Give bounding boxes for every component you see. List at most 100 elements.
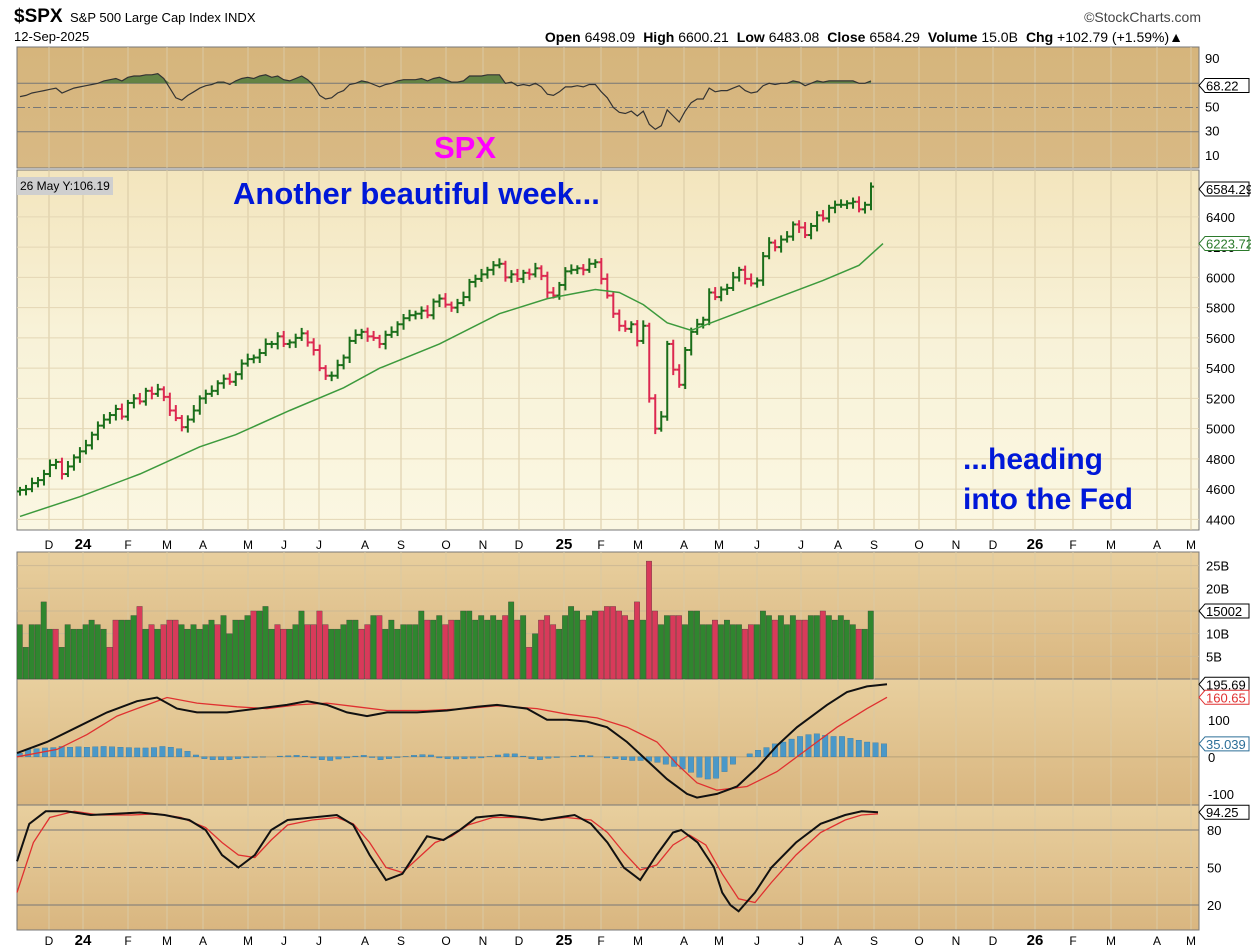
x-tick-label: S: [397, 538, 405, 552]
volume-bar: [70, 628, 77, 680]
brand-label: ©StockCharts.com: [1084, 9, 1201, 25]
macd-histogram-bar: [83, 747, 90, 757]
volume-bar: [472, 619, 479, 680]
macd-tick-label: 100: [1208, 713, 1230, 728]
annotation-side-line1: ...heading: [963, 443, 1104, 476]
macd-histogram-bar: [755, 750, 761, 757]
volume-bar: [316, 610, 323, 680]
macd-histogram-bar: [117, 747, 124, 757]
volume-bar: [214, 624, 221, 680]
macd-histogram-bar: [360, 755, 367, 757]
price-panel: [16, 169, 1200, 531]
macd-histogram-bar: [218, 756, 225, 760]
x-tick-label: N: [479, 538, 488, 552]
volume-tick-label: 10B: [1206, 627, 1229, 642]
x-tick-label: D: [989, 538, 998, 552]
volume-bar: [460, 610, 467, 680]
volume-bar: [448, 619, 455, 680]
x-tick-label: F: [597, 934, 604, 948]
rsi-overbought-fill: [20, 73, 872, 84]
volume-bar: [412, 624, 419, 680]
macd-histogram-bar: [620, 756, 627, 760]
macd-histogram-bar: [285, 755, 292, 757]
volume-bar: [148, 624, 155, 680]
volume-tick-label: 25B: [1206, 559, 1229, 574]
macd-histogram-bar: [151, 747, 157, 757]
x-tick-label: M: [1106, 538, 1116, 552]
volume-bar: [580, 619, 586, 680]
volume-bar: [484, 619, 491, 680]
x-tick-label: A: [1153, 538, 1161, 552]
volume-bar: [700, 624, 706, 680]
x-tick-label: O: [914, 538, 923, 552]
x-tick-label: M: [714, 934, 724, 948]
x-tick-label: D: [45, 538, 54, 552]
volume-bar: [40, 601, 47, 680]
macd-histogram-bar: [637, 756, 644, 761]
price-last-label: 6584.29: [1206, 182, 1251, 197]
macd-histogram-bar: [201, 756, 208, 759]
macd-histogram-bar: [696, 756, 703, 778]
volume-bar: [340, 624, 347, 680]
x-tick-label: A: [834, 934, 842, 948]
ohlc-value: 15.0B: [981, 29, 1018, 45]
ma-last-label-box: [1198, 236, 1250, 252]
macd-histogram-bar: [276, 755, 283, 757]
x-tick-label: O: [441, 538, 450, 552]
annotation-title: SPX: [434, 130, 497, 165]
macd-histogram-label-box: [1198, 736, 1250, 752]
x-tick-label: M: [633, 934, 643, 948]
macd-histogram-bar: [444, 756, 451, 759]
x-tick-label: M: [1186, 934, 1196, 948]
macd-histogram-bar: [335, 756, 342, 760]
volume-bar: [646, 560, 652, 680]
macd-histogram-bar: [604, 756, 610, 759]
volume-bar: [124, 619, 131, 680]
x-tick-label: J: [798, 934, 804, 948]
volume-bar: [759, 610, 766, 680]
macd-signal-label: 160.65: [1206, 690, 1246, 705]
symbol-label: $SPX: [14, 6, 63, 27]
x-tick-label: 24: [75, 932, 92, 949]
volume-bar: [718, 624, 724, 680]
annotation-side: ...heading into the Fed: [963, 440, 1133, 520]
volume-bar: [604, 606, 610, 680]
ohlc-item: Volume 15.0B: [928, 29, 1018, 45]
x-tick-label: D: [989, 934, 998, 948]
x-tick-label: N: [952, 934, 961, 948]
volume-bar: [688, 610, 694, 680]
volume-bar: [777, 615, 784, 680]
volume-bar: [622, 615, 628, 680]
x-tick-label: J: [316, 934, 322, 948]
macd-histogram-bar: [839, 736, 845, 757]
volume-bar: [628, 619, 634, 680]
macd-histogram-bar: [478, 756, 485, 759]
volume-bar: [202, 624, 209, 680]
volume-bar: [76, 628, 83, 680]
ohlc-item: Open 6498.09: [545, 29, 635, 45]
volume-bar: [136, 606, 143, 680]
volume-bar: [508, 601, 515, 680]
volume-bar: [676, 615, 682, 680]
macd-histogram-bar: [109, 746, 115, 757]
volume-bar: [586, 615, 592, 680]
ohlc-label: Low: [736, 29, 769, 45]
rsi-tick-label: 10: [1205, 148, 1219, 163]
stoch-last-label-box: [1198, 804, 1250, 820]
macd-histogram-bar: [662, 756, 669, 765]
macd-histogram-bar: [688, 756, 694, 773]
x-tick-label: 25: [556, 932, 573, 949]
volume-bar: [22, 647, 29, 680]
ohlc-label: Volume: [927, 29, 982, 45]
volume-bar: [100, 628, 107, 680]
volume-bar: [286, 628, 293, 680]
volume-bar: [250, 610, 257, 680]
x-tick-label: J: [798, 538, 804, 552]
macd-histogram-bar: [612, 756, 619, 759]
volume-bar: [34, 624, 41, 680]
volume-bar: [478, 615, 485, 680]
macd-histogram-bar: [50, 747, 57, 757]
macd-histogram-bar: [193, 754, 199, 757]
macd-histogram-bar: [327, 756, 334, 761]
